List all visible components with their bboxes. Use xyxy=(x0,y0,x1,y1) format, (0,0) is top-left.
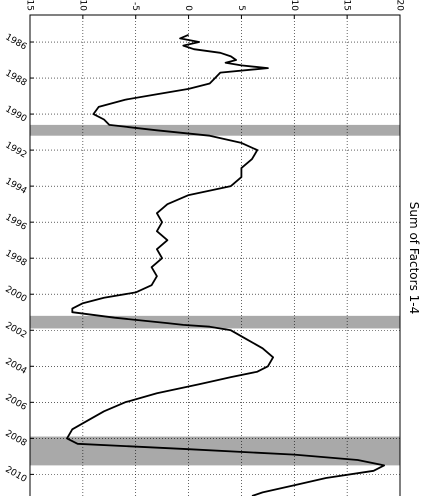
series-line xyxy=(66,33,385,496)
recession-band xyxy=(30,124,400,136)
value-tick-label: 15 xyxy=(342,0,352,11)
year-tick-label: 2010 xyxy=(3,465,28,485)
plot-frame xyxy=(29,14,401,496)
recession-band xyxy=(30,315,400,329)
year-tick-label: 2004 xyxy=(3,357,28,377)
year-tick-label: 1994 xyxy=(3,177,28,197)
year-tick-label: 1998 xyxy=(3,249,28,269)
year-tick-label: 2000 xyxy=(3,285,28,305)
year-tick-label: 2002 xyxy=(3,321,28,341)
year-tick-label: 2008 xyxy=(3,429,28,449)
value-tick-label: 10 xyxy=(289,0,299,11)
year-tick-label: 1996 xyxy=(3,213,28,233)
chart-title: Sum of Factors 1-4 xyxy=(407,202,421,315)
year-tick-label: 1992 xyxy=(3,140,28,160)
value-tick-label: -5 xyxy=(130,2,140,11)
year-tick-label: 1988 xyxy=(3,68,28,88)
value-tick-label: 20 xyxy=(395,0,405,11)
year-tick-label: 1990 xyxy=(3,104,28,124)
value-tick-label: 0 xyxy=(183,5,193,11)
value-tick-label: -15 xyxy=(25,0,35,11)
value-tick-label: -10 xyxy=(77,0,87,11)
year-tick-label: 2006 xyxy=(3,393,28,413)
value-tick-label: 5 xyxy=(236,5,246,11)
year-tick-label: 1986 xyxy=(3,32,28,52)
